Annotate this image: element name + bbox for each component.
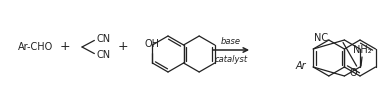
Text: NC: NC [314,33,328,43]
Text: Ar: Ar [296,61,307,71]
Text: catalyst: catalyst [214,55,248,64]
Text: Ar-CHO: Ar-CHO [18,42,53,52]
Text: +: + [118,41,128,53]
Text: CN: CN [96,50,111,60]
Text: OH: OH [145,39,160,49]
Text: O: O [349,68,357,78]
Text: NH₂: NH₂ [353,45,371,55]
Text: base: base [221,36,241,45]
Text: +: + [60,41,70,53]
Text: CN: CN [96,34,111,44]
